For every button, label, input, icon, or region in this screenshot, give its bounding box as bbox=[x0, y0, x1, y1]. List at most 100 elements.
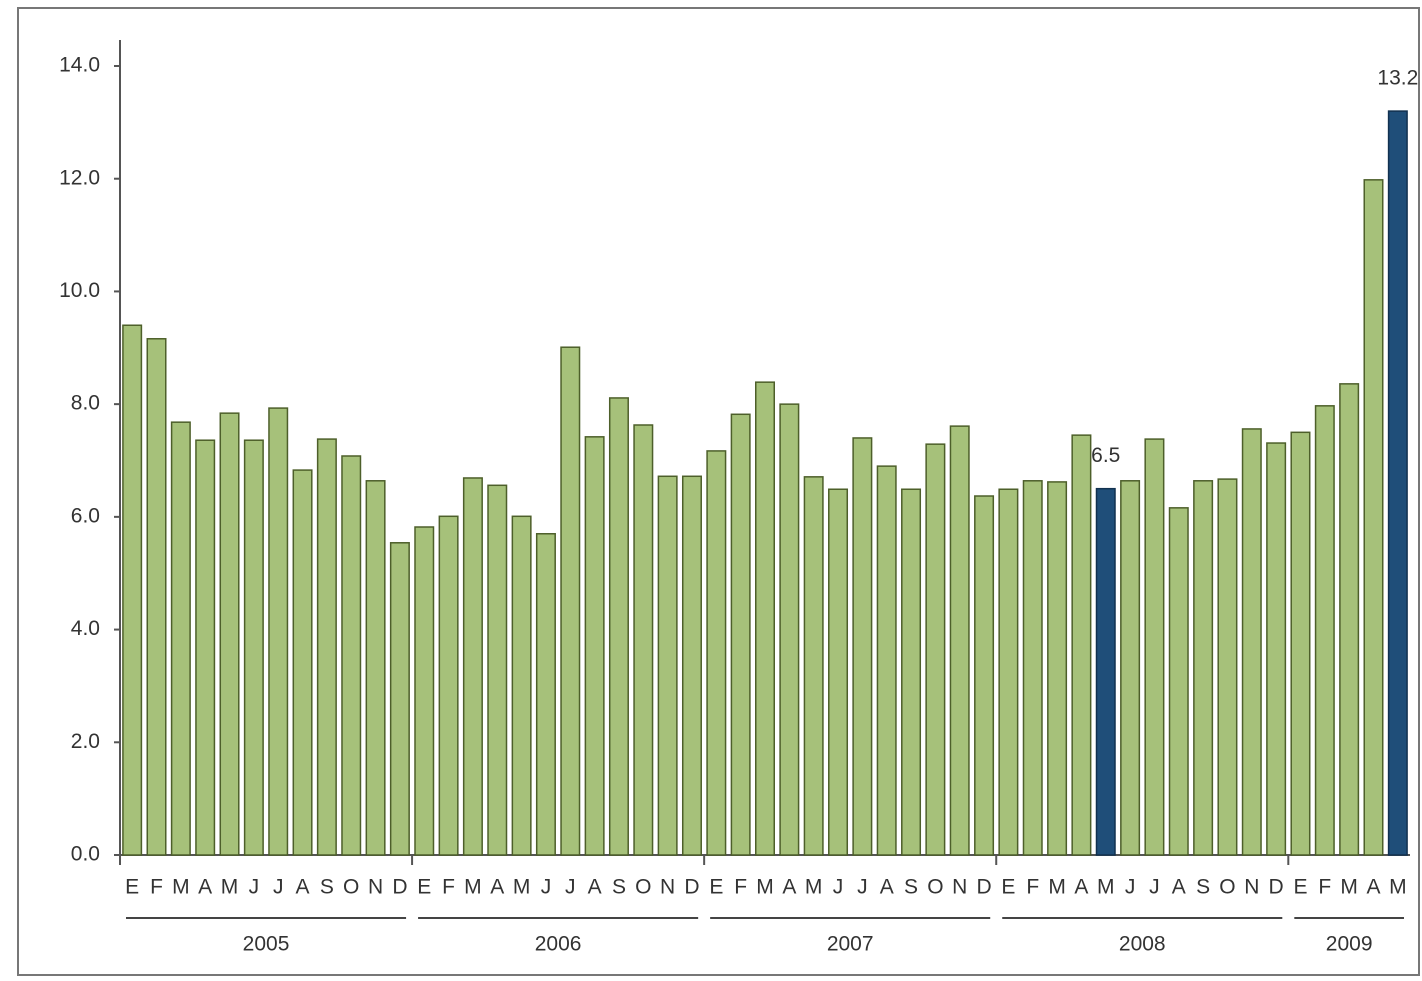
bar bbox=[633, 424, 654, 856]
bar bbox=[706, 450, 727, 856]
bar bbox=[901, 488, 922, 856]
bar bbox=[608, 397, 629, 856]
x-tick-label: A bbox=[1366, 876, 1380, 899]
x-tick-label: S bbox=[1196, 876, 1210, 899]
y-tick-label: 6.0 bbox=[71, 504, 100, 527]
x-tick-label: N bbox=[1244, 876, 1259, 899]
x-tick-label: A bbox=[588, 876, 602, 899]
x-tick-label: A bbox=[296, 876, 310, 899]
x-tick-label: A bbox=[1074, 876, 1088, 899]
bar bbox=[755, 381, 775, 856]
x-tick-label: O bbox=[927, 876, 943, 899]
x-tick-label: F bbox=[734, 876, 747, 899]
bar bbox=[195, 439, 216, 856]
bar bbox=[657, 475, 678, 856]
x-tick-label: A bbox=[880, 876, 894, 899]
bar bbox=[681, 475, 702, 856]
x-tick-label: S bbox=[612, 876, 626, 899]
bar bbox=[876, 465, 897, 856]
bar bbox=[438, 515, 459, 856]
bar bbox=[1168, 507, 1189, 856]
x-tick-label: M bbox=[756, 876, 774, 899]
bar bbox=[122, 324, 143, 856]
x-tick-label: M bbox=[1389, 876, 1407, 899]
bar bbox=[998, 488, 1019, 856]
bar bbox=[1120, 480, 1141, 856]
bar bbox=[487, 484, 508, 856]
x-tick-label: J bbox=[249, 876, 260, 899]
x-tick-label: J bbox=[1125, 876, 1136, 899]
x-tick-label: M bbox=[464, 876, 482, 899]
x-tick-label: E bbox=[417, 876, 431, 899]
x-tick-label: J bbox=[565, 876, 576, 899]
x-tick-label: J bbox=[833, 876, 844, 899]
frame bbox=[17, 7, 1420, 976]
x-tick-label: A bbox=[1172, 876, 1186, 899]
x-tick-label: J bbox=[857, 876, 868, 899]
y-tick-label: 14.0 bbox=[59, 54, 100, 77]
x-tick-label: O bbox=[635, 876, 651, 899]
x-tick-label: A bbox=[490, 876, 504, 899]
bar bbox=[170, 421, 191, 856]
bar bbox=[511, 515, 532, 856]
y-tick-label: 10.0 bbox=[59, 279, 100, 302]
bar bbox=[1387, 110, 1408, 856]
x-tick-label: F bbox=[1026, 876, 1039, 899]
x-tick-label: F bbox=[150, 876, 163, 899]
bar bbox=[974, 495, 995, 856]
bar bbox=[560, 346, 581, 856]
bar bbox=[365, 480, 386, 856]
x-tick-label: E bbox=[1293, 876, 1307, 899]
x-tick-label: M bbox=[513, 876, 531, 899]
bar bbox=[1363, 179, 1384, 856]
x-tick-label: E bbox=[1001, 876, 1015, 899]
bar bbox=[1047, 481, 1068, 856]
x-tick-label: M bbox=[1340, 876, 1358, 899]
bar bbox=[584, 436, 605, 856]
bar bbox=[462, 477, 483, 856]
bar bbox=[268, 407, 289, 856]
bar bbox=[779, 403, 800, 856]
x-tick-label: N bbox=[368, 876, 383, 899]
bar bbox=[219, 412, 240, 856]
bar bbox=[1095, 487, 1116, 856]
x-tick-label: J bbox=[1149, 876, 1160, 899]
year-label: 2008 bbox=[1119, 933, 1166, 956]
bar bbox=[292, 469, 313, 856]
y-tick-label: 2.0 bbox=[71, 730, 100, 753]
bar bbox=[828, 488, 849, 856]
bar bbox=[389, 542, 410, 856]
bar bbox=[730, 413, 751, 856]
bar bbox=[852, 437, 873, 856]
x-tick-label: D bbox=[392, 876, 407, 899]
x-tick-label: F bbox=[1318, 876, 1331, 899]
year-label: 2006 bbox=[535, 933, 582, 956]
x-tick-label: A bbox=[198, 876, 212, 899]
y-tick-label: 4.0 bbox=[71, 617, 100, 640]
bar bbox=[535, 533, 556, 856]
x-tick-label: M bbox=[1097, 876, 1115, 899]
bar bbox=[1144, 438, 1165, 856]
x-tick-label: N bbox=[660, 876, 675, 899]
bar bbox=[1290, 431, 1311, 856]
bar bbox=[1266, 442, 1287, 856]
x-tick-label: O bbox=[1219, 876, 1235, 899]
year-label: 2009 bbox=[1326, 933, 1373, 956]
x-tick-label: E bbox=[125, 876, 139, 899]
y-tick-label: 8.0 bbox=[71, 392, 100, 415]
bar bbox=[1022, 480, 1043, 856]
x-tick-label: J bbox=[541, 876, 552, 899]
bar bbox=[1193, 480, 1214, 856]
x-tick-label: N bbox=[952, 876, 967, 899]
x-tick-label: E bbox=[709, 876, 723, 899]
data-label: 6.5 bbox=[1091, 444, 1120, 467]
bar bbox=[1241, 428, 1262, 856]
x-tick-label: O bbox=[343, 876, 359, 899]
y-tick-label: 12.0 bbox=[59, 166, 100, 189]
data-label: 13.2 bbox=[1377, 67, 1418, 90]
bar bbox=[1071, 434, 1092, 856]
x-tick-label: M bbox=[221, 876, 239, 899]
x-tick-label: M bbox=[172, 876, 190, 899]
bar bbox=[949, 425, 970, 856]
